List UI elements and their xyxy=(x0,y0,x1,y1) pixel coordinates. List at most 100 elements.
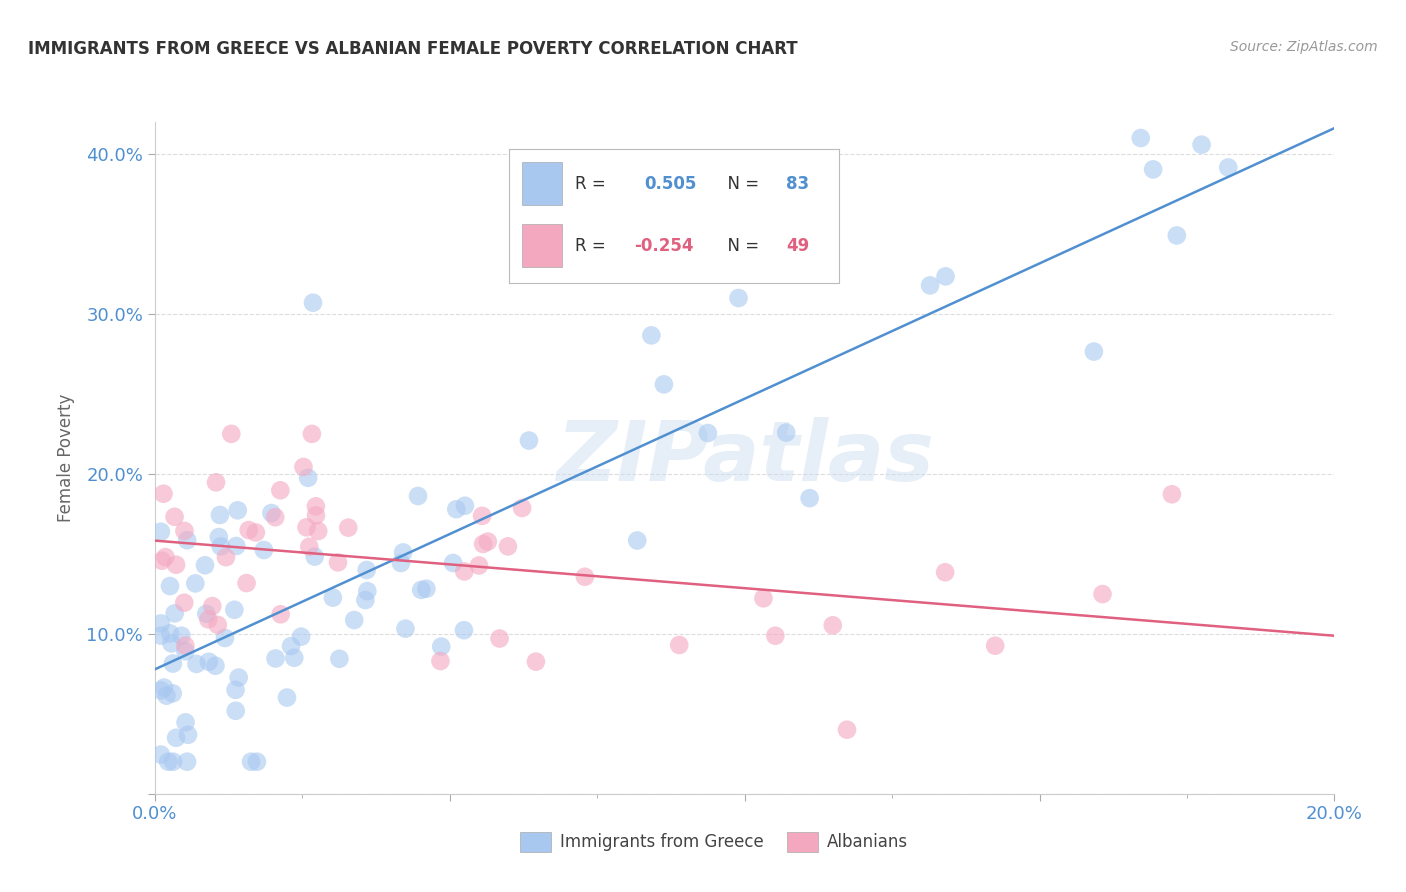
Point xyxy=(446,502,468,516)
Point xyxy=(394,622,416,636)
Point xyxy=(149,747,172,762)
Point xyxy=(1129,131,1152,145)
Point xyxy=(411,582,433,597)
Text: ZIPatlas: ZIPatlas xyxy=(555,417,934,499)
Point xyxy=(153,681,176,695)
Point xyxy=(240,755,263,769)
Point xyxy=(305,508,328,523)
Point xyxy=(149,629,172,643)
Point xyxy=(162,657,184,671)
Point xyxy=(198,655,221,669)
Point xyxy=(343,613,366,627)
Point xyxy=(1166,228,1188,243)
Point xyxy=(984,639,1007,653)
Point xyxy=(269,483,291,498)
Point xyxy=(441,556,464,570)
Point xyxy=(821,618,844,632)
Point xyxy=(301,426,323,441)
Point xyxy=(149,616,172,631)
Point xyxy=(835,723,858,737)
Point xyxy=(174,644,197,658)
Point xyxy=(626,533,648,548)
Point xyxy=(510,501,533,516)
Point xyxy=(429,654,451,668)
Text: Source: ZipAtlas.com: Source: ZipAtlas.com xyxy=(1230,40,1378,54)
Point xyxy=(186,657,208,671)
Point xyxy=(238,523,260,537)
Point xyxy=(295,520,318,534)
Point xyxy=(524,655,547,669)
Point xyxy=(297,471,319,485)
Point xyxy=(264,651,287,665)
Point xyxy=(174,639,197,653)
Text: Immigrants from Greece: Immigrants from Greece xyxy=(560,833,763,851)
Point xyxy=(727,291,749,305)
Point xyxy=(337,521,360,535)
Point xyxy=(149,524,172,539)
Point xyxy=(453,624,475,638)
Point xyxy=(225,704,247,718)
Point xyxy=(307,524,329,538)
Point xyxy=(799,491,821,505)
Point xyxy=(225,539,247,553)
Point xyxy=(176,533,198,548)
Point xyxy=(226,503,249,517)
Point xyxy=(224,603,246,617)
Point xyxy=(225,682,247,697)
Point xyxy=(1091,587,1114,601)
Point xyxy=(453,565,475,579)
Point xyxy=(245,525,267,540)
Point xyxy=(246,755,269,769)
Point xyxy=(184,576,207,591)
Point xyxy=(292,459,315,474)
Point xyxy=(517,434,540,448)
Point xyxy=(304,549,326,564)
Point xyxy=(326,555,349,569)
Point xyxy=(208,508,231,522)
Point xyxy=(290,630,312,644)
Point xyxy=(155,550,177,565)
Point xyxy=(195,607,218,621)
Point xyxy=(392,545,415,559)
Point xyxy=(574,570,596,584)
Point xyxy=(1142,162,1164,177)
Point xyxy=(176,755,198,769)
Point xyxy=(221,426,243,441)
Point xyxy=(280,639,302,653)
Point xyxy=(471,508,494,523)
Point xyxy=(155,689,177,703)
Point xyxy=(157,755,180,769)
Point xyxy=(159,626,181,640)
Point xyxy=(228,671,250,685)
Point xyxy=(454,499,477,513)
Point xyxy=(197,612,219,626)
Point xyxy=(264,510,287,524)
Y-axis label: Female Poverty: Female Poverty xyxy=(58,393,75,522)
Point xyxy=(270,607,292,622)
Point xyxy=(152,486,174,500)
Point xyxy=(302,295,325,310)
Point xyxy=(162,686,184,700)
Point xyxy=(160,636,183,650)
Point xyxy=(496,540,519,554)
Point xyxy=(163,509,186,524)
Point xyxy=(468,558,491,573)
Point xyxy=(215,550,238,565)
Point xyxy=(406,489,429,503)
Point xyxy=(150,554,173,568)
Point xyxy=(934,566,956,580)
Point xyxy=(668,638,690,652)
Point xyxy=(173,596,195,610)
Point xyxy=(177,728,200,742)
Point xyxy=(204,658,226,673)
Point xyxy=(488,632,510,646)
Point xyxy=(328,652,350,666)
Point xyxy=(159,579,181,593)
Point xyxy=(696,425,718,440)
Point xyxy=(935,269,957,284)
Point xyxy=(194,558,217,573)
Text: IMMIGRANTS FROM GREECE VS ALBANIAN FEMALE POVERTY CORRELATION CHART: IMMIGRANTS FROM GREECE VS ALBANIAN FEMAL… xyxy=(28,40,797,58)
Text: Albanians: Albanians xyxy=(827,833,908,851)
Point xyxy=(652,377,675,392)
Point xyxy=(354,593,377,607)
